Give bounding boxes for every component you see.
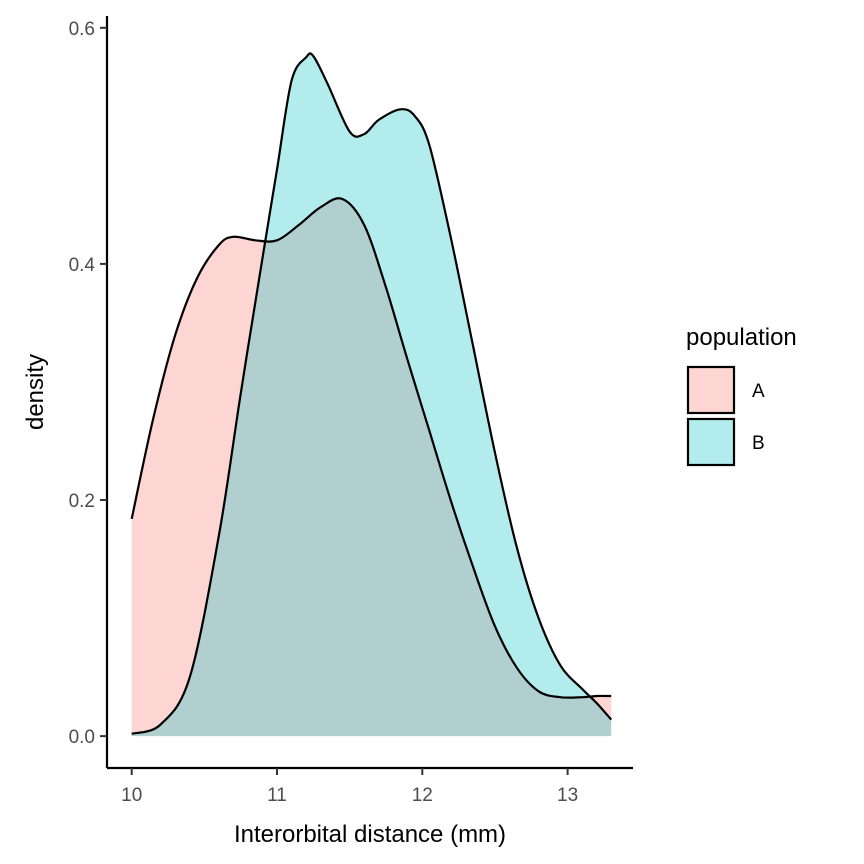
y-tick-label: 0.6 xyxy=(69,19,95,40)
x-tick-label: 11 xyxy=(267,785,287,806)
y-tick-label: 0.2 xyxy=(69,491,95,512)
legend-key-bg xyxy=(688,366,734,412)
y-tick-label: 0.4 xyxy=(69,255,96,276)
density-line-a xyxy=(130,197,612,699)
legend-swatch-a xyxy=(686,365,736,415)
x-tick-label: 10 xyxy=(121,785,142,806)
legend: population A B xyxy=(686,324,797,467)
density-area-a xyxy=(131,198,612,737)
legend-label-b: B xyxy=(752,433,765,454)
legend-key-bg xyxy=(688,418,734,464)
y-tick-label: 0.0 xyxy=(69,727,95,748)
x-tick-label: 12 xyxy=(412,785,433,806)
legend-swatch-b xyxy=(686,417,736,467)
axes: 10 11 12 13 0.0 0.2 0.4 0.6 xyxy=(69,16,633,806)
density-area-b xyxy=(131,53,612,737)
density-line-b xyxy=(131,52,613,735)
plot-area xyxy=(130,52,613,737)
x-axis-title: Interorbital distance (mm) xyxy=(234,821,506,848)
legend-title: population xyxy=(686,324,797,351)
y-axis-title: density xyxy=(22,354,49,430)
x-tick-label: 13 xyxy=(557,785,578,806)
legend-label-a: A xyxy=(752,381,765,402)
